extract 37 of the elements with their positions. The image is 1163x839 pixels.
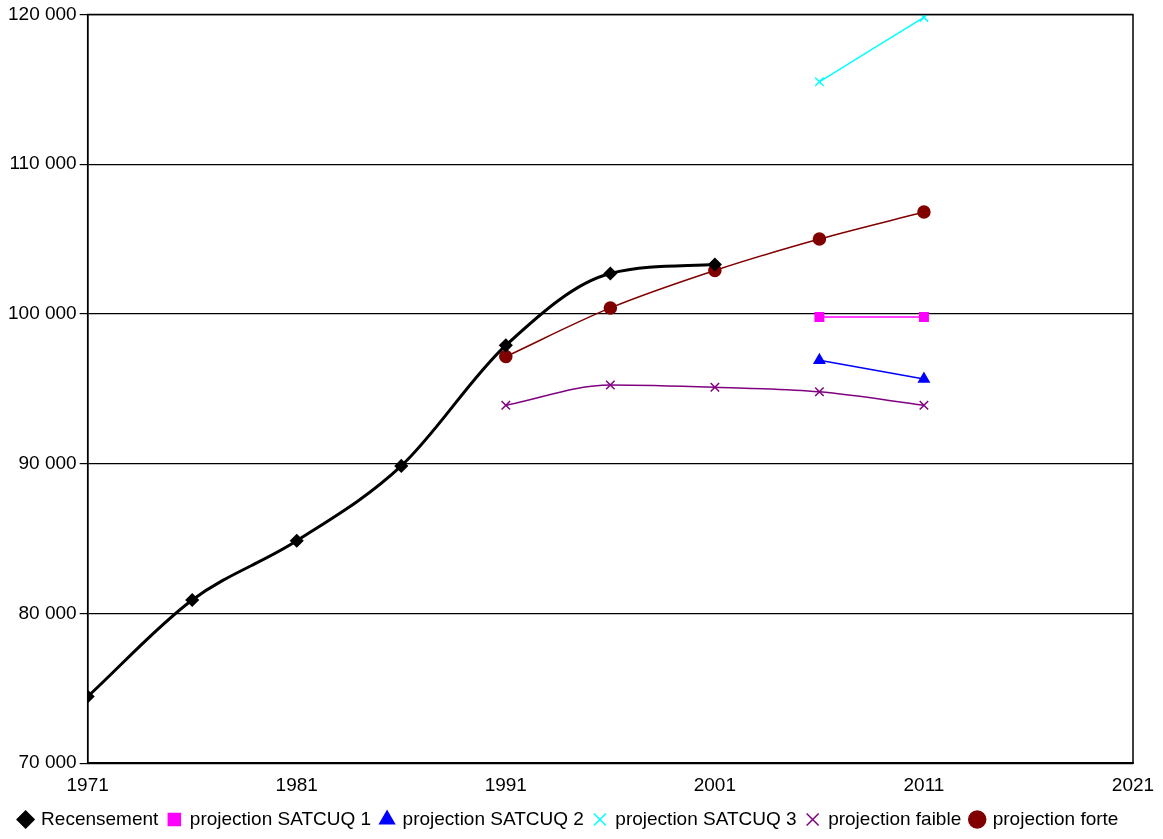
point [918,14,929,23]
point [918,400,929,411]
point [814,311,825,322]
y-tick-label: 80 000 [18,601,77,623]
legend-label: projection faible [828,807,962,829]
legend-label: projection forte [992,807,1119,829]
point [603,301,618,315]
legend-label: projection SATCUQ 2 [402,807,584,829]
point [918,311,929,322]
point [814,386,825,397]
point [394,459,409,473]
y-tick-label: 120 000 [7,2,77,24]
point [812,232,827,246]
x-tick-label: 1991 [484,773,527,795]
point [917,205,931,219]
x-tick-label: 2001 [693,773,737,795]
point [603,266,618,281]
legend-label: projection SATCUQ 3 [615,807,797,829]
point [708,257,722,272]
point [814,76,825,87]
x-tick-label: 2021 [1111,773,1155,795]
point [709,382,720,393]
y-tick-label: 100 000 [7,302,77,324]
point [185,593,199,607]
y-tick-label: 90 000 [18,451,77,473]
legend-label: Recensement [41,807,160,829]
y-tick-label: 110 000 [9,152,77,174]
point [605,380,616,391]
x-tick-label: 1981 [275,773,318,795]
legend-label: projection SATCUQ 1 [189,807,372,829]
x-tick-label: 1971 [66,773,109,795]
point [499,338,513,353]
point [499,349,513,364]
point [289,534,304,548]
point [500,400,511,411]
y-tick-label: 70 000 [18,751,77,773]
x-tick-label: 2011 [903,773,945,795]
